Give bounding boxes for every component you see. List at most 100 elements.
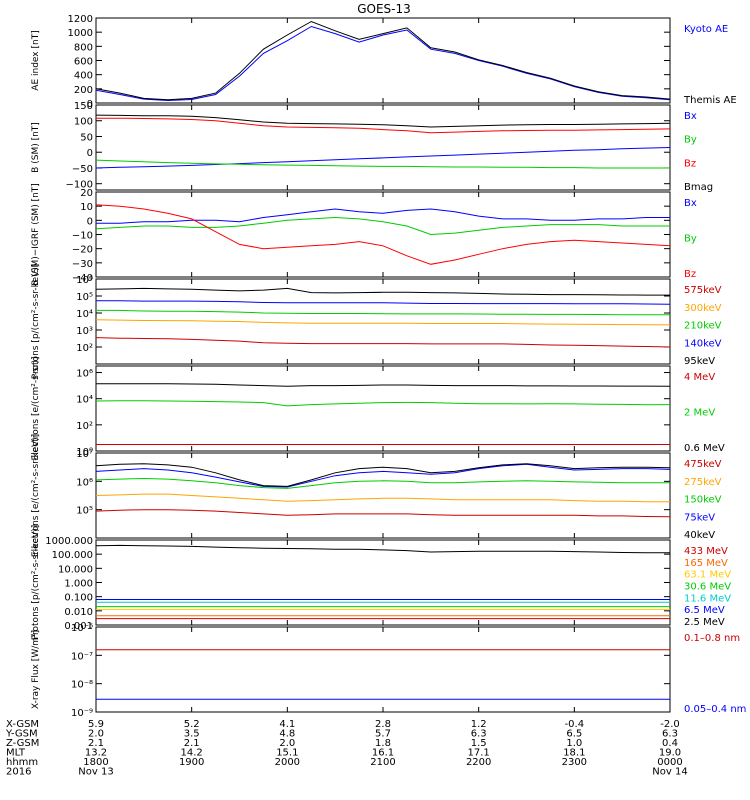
y-tick-label: 10² (76, 421, 93, 432)
series-line-75keV (95, 463, 671, 488)
panel-frame (95, 17, 671, 104)
y-axis-label: Protons [p/(cm²-s-sr-keV)] (31, 264, 41, 380)
y-tick-label: 200 (74, 85, 93, 96)
x-axis-value: 17.1 (468, 748, 490, 759)
x-axis-value: 1.2 (471, 719, 487, 730)
y-tick-label: 1200 (68, 14, 93, 25)
x-axis-row-label: Y-GSM (5, 729, 38, 740)
series-line-By (95, 216, 670, 236)
x-axis-value: Nov 13 (78, 767, 113, 778)
y-tick-label: 150 (74, 101, 93, 112)
legend-label: 2 MeV (684, 408, 715, 419)
series-line-Bz (96, 117, 671, 134)
y-tick-label: 1000 (68, 28, 93, 39)
x-axis-row-label: Z-GSM (6, 738, 39, 749)
y-axis-label: Protons [p/(cm²-s-sr-keV)] (31, 525, 41, 641)
x-axis-row-label: MLT (6, 748, 26, 759)
legend-label: 6.5 MeV (684, 605, 725, 616)
legend-label: 40keV (684, 530, 715, 541)
y-tick-label: 20 (80, 188, 93, 199)
x-axis-value: 19.0 (659, 748, 681, 759)
y-axis-label: X-ray Flux [W/m²] (31, 630, 41, 709)
y-tick-label: 10⁻⁷ (71, 651, 93, 662)
y-tick-label: −20 (72, 245, 93, 256)
x-axis-value: 0000 (657, 757, 682, 768)
legend-label: 0.1–0.8 nm (684, 633, 740, 644)
y-tick-label: 0 (87, 148, 93, 159)
legend-label: 433 MeV (684, 546, 728, 557)
y-tick-label: 10⁶ (76, 275, 93, 286)
x-axis-value: 6.5 (566, 729, 582, 740)
panel-frame (95, 278, 671, 365)
x-axis-value: 5.7 (375, 729, 391, 740)
x-axis-value: 1.8 (375, 738, 391, 749)
series-line-150keV (95, 477, 670, 489)
legend-label: Themis AE (683, 95, 737, 106)
x-axis-row-label: X-GSM (6, 719, 39, 730)
y-tick-label: 10⁵ (76, 506, 93, 517)
legend-label: 140keV (684, 338, 722, 349)
y-tick-label: 400 (74, 71, 93, 82)
legend-label: 75keV (684, 512, 715, 523)
legend-label: Bz (684, 158, 696, 169)
panel-frame (95, 191, 671, 278)
x-axis-value: 14.2 (181, 748, 203, 759)
series-line-Kyoto-AE (95, 25, 671, 102)
x-axis-value: 4.8 (279, 729, 295, 740)
y-tick-label: 10³ (76, 326, 93, 337)
series-line-0.6-MeV (96, 383, 671, 387)
y-tick-label: 10.000 (58, 564, 93, 575)
y-tick-label: 0.100 (64, 593, 93, 604)
x-axis-value: 3.5 (184, 729, 200, 740)
panel-7: 0.001 0.010 0.100 1.000 10.000 100.000 1000.00… (31, 525, 731, 641)
legend-label: 0.6 MeV (684, 443, 725, 454)
legend-label: 300keV (684, 303, 722, 314)
y-tick-label: 10⁷ (76, 449, 93, 460)
series-line-2-MeV (95, 400, 671, 407)
panel-frame (95, 365, 671, 452)
x-axis-value: 16.1 (372, 748, 394, 759)
y-tick-label: 50 (80, 132, 93, 143)
y-tick-label: 0.001 (64, 621, 93, 632)
x-axis-value: 18.1 (563, 748, 585, 759)
y-axis-label: B (SM)−IGRF (SM) [nT] (31, 183, 41, 286)
legend-label: 63.1 MeV (684, 570, 731, 581)
series-line-210keV (96, 309, 670, 316)
series-line-Bz (95, 204, 671, 265)
legend-label: 11.6 MeV (684, 593, 731, 604)
series-line-140keV (96, 300, 671, 305)
series-line-575keV (95, 337, 671, 348)
legend-label: 4 MeV (684, 372, 715, 383)
panel-4: 10² 10³ 10⁴ 10⁵ 10⁶ Protons [p/(cm²-s-sr-keV)… (31, 264, 722, 380)
panel-1: 0 200 400 600 800 1000 1200 AE index [nT] Kyoto … (31, 14, 737, 110)
series-line-95keV (95, 287, 670, 296)
y-tick-label: 0 (87, 99, 93, 110)
x-axis-value: 0.4 (662, 738, 678, 749)
x-axis-value: 5.2 (184, 719, 200, 730)
y-tick-label: −40 (72, 273, 93, 284)
y-axis-label: Electrons [e/(cm²-s-sr-keV)] (31, 434, 41, 557)
y-tick-label: −100 (66, 180, 93, 191)
legend-label: 150keV (684, 495, 722, 506)
y-tick-label: −30 (72, 259, 93, 270)
legend-label: 210keV (684, 321, 722, 332)
x-axis-value: Nov 14 (652, 767, 687, 778)
series-line-Bx (95, 147, 671, 169)
panel-2: −100 −50 0 50 100 150 B (SM) [nT] Bx By Bz Bmag (31, 101, 713, 193)
y-tick-label: −10 (72, 231, 93, 242)
legend-label: 165 MeV (684, 558, 728, 569)
legend-label: 95keV (684, 356, 715, 367)
y-tick-label: 100 (74, 117, 93, 128)
panel-frame (95, 452, 671, 539)
x-axis-value: 6.3 (471, 729, 487, 740)
panel-5: 10⁰ 10² 10⁴ 10⁶ Electrons [e/(cm²-s-sr)] 4 Me… (31, 357, 725, 461)
y-tick-label: 10 (80, 202, 93, 213)
y-axis-label: Electrons [e/(cm²-s-sr)] (31, 357, 41, 461)
series-line-300keV (95, 319, 671, 326)
series-line-2.5-MeV (95, 544, 670, 554)
x-axis-value: 15.1 (276, 748, 298, 759)
x-axis-value: 2200 (466, 757, 491, 768)
